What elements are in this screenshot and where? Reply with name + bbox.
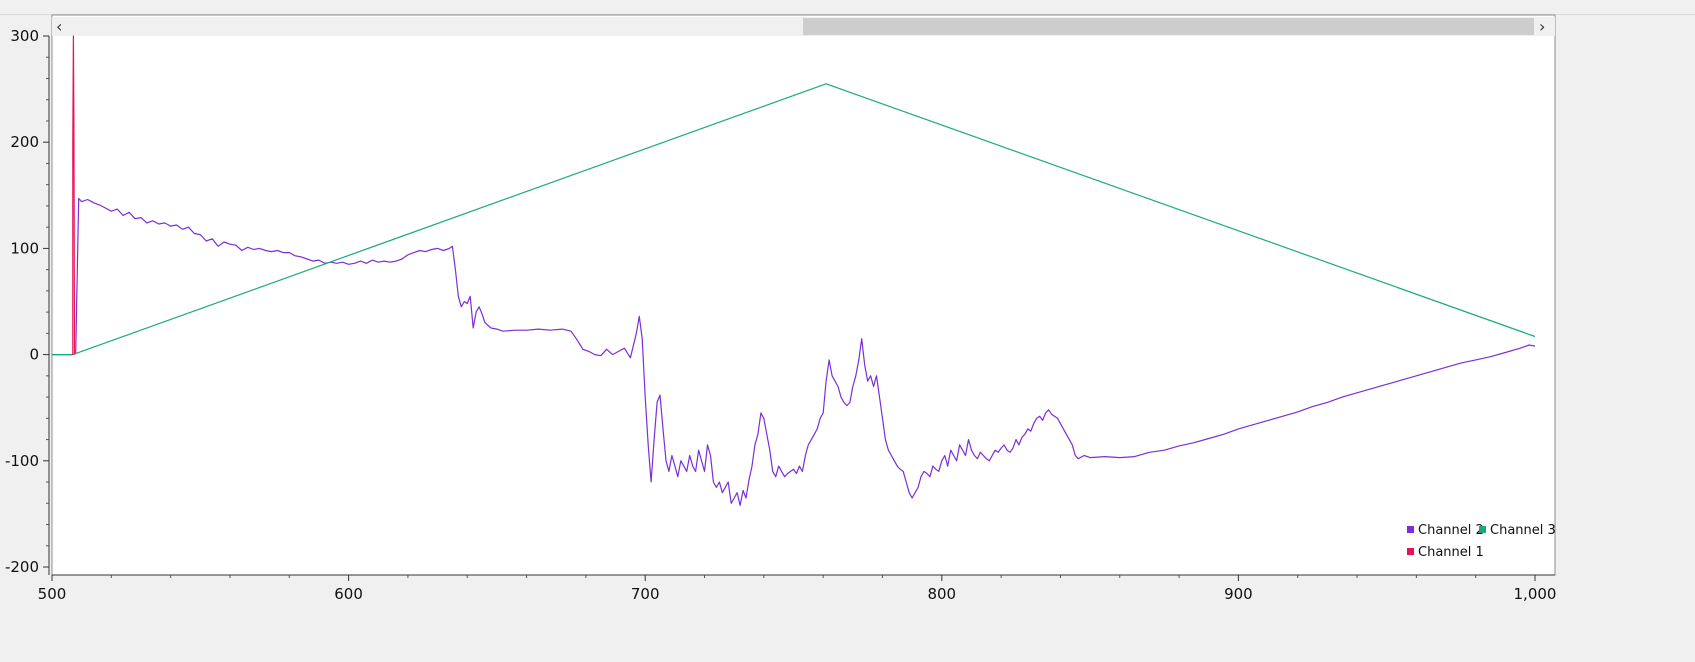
series-layer bbox=[52, 35, 1536, 506]
legend-swatch-channel-1 bbox=[1407, 548, 1414, 555]
x-tick-label: 1,000 bbox=[1514, 585, 1557, 603]
x-tick-label: 600 bbox=[334, 585, 363, 603]
scrollbar-thumb[interactable] bbox=[803, 18, 1534, 35]
series-line-channel-2 bbox=[52, 197, 1536, 506]
y-tick-label: 0 bbox=[29, 346, 39, 364]
legend: Channel 2 Channel 3 Channel 1 bbox=[1407, 523, 1556, 560]
plot-background bbox=[51, 14, 1556, 576]
y-axis: 300 200 100 0 -100 -200 bbox=[5, 27, 50, 576]
x-tick-label: 500 bbox=[38, 585, 67, 603]
scroll-right-arrow-icon[interactable]: › bbox=[1539, 17, 1545, 36]
series-line-channel-1 bbox=[72, 35, 76, 355]
x-tick-label: 900 bbox=[1224, 585, 1253, 603]
y-tick-label: 100 bbox=[10, 239, 39, 257]
horizontal-scrollbar[interactable]: ‹ › bbox=[52, 17, 1555, 36]
x-tick-label: 800 bbox=[927, 585, 956, 603]
series-line-channel-3 bbox=[52, 83, 1536, 356]
legend-swatch-channel-2 bbox=[1407, 526, 1414, 533]
legend-swatch-channel-3 bbox=[1479, 526, 1486, 533]
y-tick-label: -200 bbox=[5, 558, 39, 576]
x-axis: 500 600 700 800 900 1,000 bbox=[38, 574, 1557, 603]
legend-label-channel-2: Channel 2 bbox=[1418, 523, 1484, 538]
x-tick-label: 700 bbox=[631, 585, 660, 603]
y-tick-label: 300 bbox=[10, 27, 39, 45]
legend-label-channel-1: Channel 1 bbox=[1418, 545, 1484, 560]
window-bottom-strip bbox=[0, 654, 1695, 662]
y-tick-label: 200 bbox=[10, 133, 39, 151]
y-tick-label: -100 bbox=[5, 452, 39, 470]
legend-label-channel-3: Channel 3 bbox=[1490, 523, 1556, 538]
scroll-left-arrow-icon[interactable]: ‹ bbox=[56, 17, 62, 36]
